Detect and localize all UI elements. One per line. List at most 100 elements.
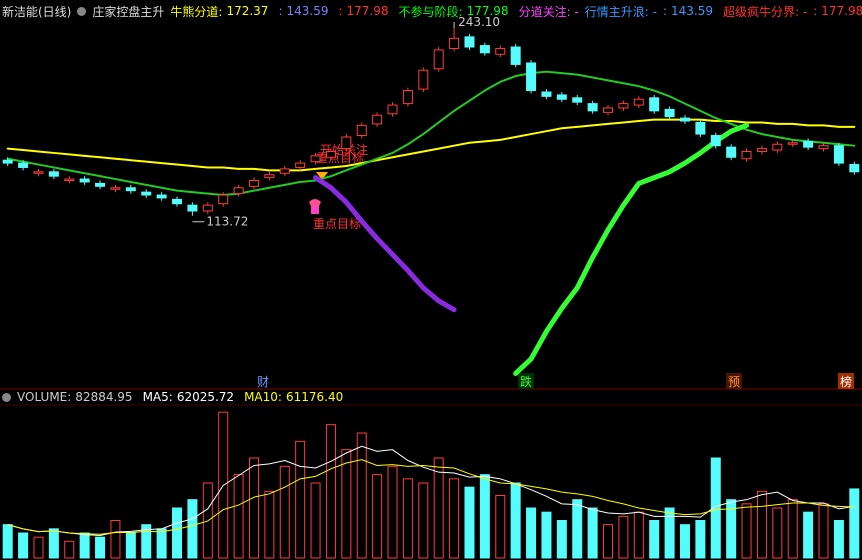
indicator-label: 牛熊分道: [170, 4, 223, 19]
header: 新洁能(日线) 庄家控盘主升 牛熊分道: 172.37:143.59:177.98… [2, 2, 862, 20]
volume-bar [572, 499, 583, 559]
stock-name: 新洁能(日线) [2, 4, 72, 19]
candle-body [618, 103, 629, 109]
volume-bar [633, 511, 644, 559]
indicator-label: : [278, 4, 283, 18]
candle-body [233, 187, 244, 195]
candle-body [372, 114, 383, 125]
candle-body [787, 142, 798, 145]
candle-body [603, 107, 614, 113]
volume-bar [803, 511, 814, 559]
volume-bar [464, 486, 475, 559]
volume-bar [233, 474, 244, 559]
volume-bar [64, 540, 75, 559]
candle-body [279, 168, 290, 174]
volume-bar [310, 482, 321, 559]
indicator-label: : [338, 4, 343, 18]
candle-body [356, 124, 367, 137]
candle-body [95, 182, 106, 187]
legend-value: 61176.40 [285, 390, 344, 404]
candle-body [679, 117, 690, 122]
candle-body [464, 36, 475, 48]
indicator-value: 177.98 [466, 4, 509, 18]
volume-bar [818, 503, 829, 559]
candle-body [633, 98, 644, 106]
indicator-label: 分道关注: - [518, 4, 579, 19]
candle-body [756, 148, 767, 152]
indicator-value: 177.98 [821, 4, 862, 18]
candle-body [772, 143, 783, 151]
low-label: 113.72 [206, 215, 248, 229]
volume-bar [172, 507, 183, 559]
candle-body [33, 171, 44, 174]
candle-body [341, 136, 352, 150]
candle-body [833, 145, 844, 164]
volume-bar [264, 490, 275, 559]
candle-body [649, 97, 660, 112]
volume-bar [449, 478, 460, 559]
signal-box [838, 373, 854, 389]
collapse-icon[interactable] [77, 6, 87, 16]
candle-body [449, 37, 460, 49]
volume-bar [710, 457, 721, 559]
volume-bar [664, 507, 675, 559]
candle-body [418, 69, 429, 90]
indicator-line [7, 445, 855, 537]
indicator-line [6, 118, 856, 172]
signal-label: 榜 [840, 374, 852, 389]
volume-bar [141, 524, 152, 559]
signal-icon [316, 172, 328, 180]
volume-bar [33, 536, 44, 559]
candle-body [402, 90, 413, 105]
volume-bar [218, 411, 229, 559]
volume-bar [541, 511, 552, 559]
candle-body [510, 46, 521, 65]
signal-icon [309, 199, 321, 206]
indicator-label: : [813, 4, 818, 18]
volume-bar [279, 465, 290, 559]
volume-bar [402, 478, 413, 559]
candle-body [141, 191, 152, 196]
volume-bar [756, 490, 767, 559]
signal-label: 财 [257, 375, 269, 389]
candle-body [64, 178, 75, 182]
candle-body [587, 103, 598, 112]
volume-bar [556, 520, 567, 559]
candle-body [202, 204, 213, 212]
volume-bar [649, 520, 660, 559]
signal-label: 跌 [520, 374, 532, 389]
indicator-line [513, 122, 750, 376]
volume-legend: VOLUME: 82884.95 MA5: 62025.72 MA10: 61176.40 [2, 388, 353, 406]
volume-bar [726, 499, 737, 559]
volume-bar [495, 495, 506, 559]
volume-bar [510, 482, 521, 559]
volume-bar [741, 503, 752, 559]
candle-body [295, 162, 306, 168]
volume-bar [48, 528, 59, 559]
volume-bar [787, 499, 798, 559]
candle-body [572, 97, 583, 103]
collapse-icon[interactable] [2, 392, 11, 402]
volume-bar [479, 474, 490, 559]
candle-body [849, 164, 860, 173]
volume-bar [95, 536, 106, 559]
indicator-value: 177.98 [346, 4, 389, 18]
candle-body [526, 62, 537, 92]
indicator-label: 超级疯牛分界: - [723, 4, 808, 19]
indicator-value: 143.59 [671, 4, 714, 18]
candle-body [325, 150, 336, 158]
candle-body [664, 108, 675, 118]
annotation: 重点目标 [316, 151, 364, 165]
volume-bar [202, 482, 213, 559]
candle-body [818, 145, 829, 150]
indicator-label: : [662, 4, 668, 18]
volume-bar [125, 532, 136, 559]
candle-body [556, 94, 567, 100]
volume-bar [679, 524, 690, 559]
candle-body [741, 150, 752, 160]
volume-bar [849, 488, 860, 559]
legend-label: MA10: [244, 390, 282, 404]
candle-body [433, 49, 444, 70]
legend-label: MA5: [142, 390, 173, 404]
volume-bar [295, 440, 306, 559]
